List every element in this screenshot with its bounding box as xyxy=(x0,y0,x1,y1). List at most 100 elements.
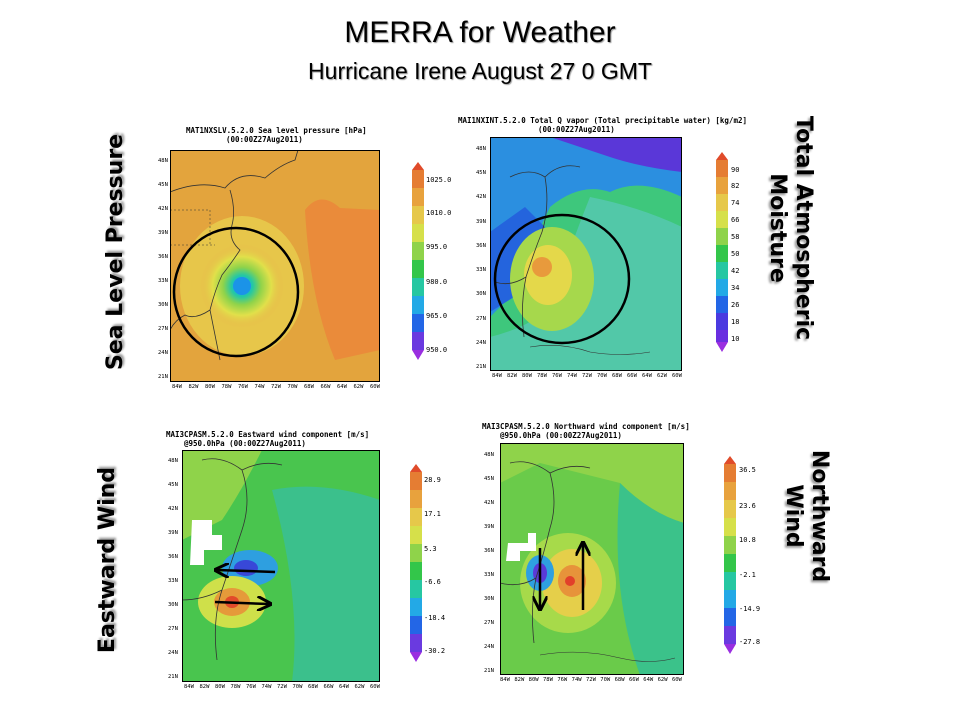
u-lat-tick: 21N xyxy=(168,674,178,680)
u-lon-tick: 80W xyxy=(215,684,225,690)
u-lon-tick: 70W xyxy=(292,684,303,690)
v-lon-tick: 72W xyxy=(585,677,596,683)
v-lat-tick: 33N xyxy=(484,572,494,578)
v-map xyxy=(500,443,684,675)
u-lon-tick: 76W xyxy=(246,684,256,690)
u-title: MAI3CPASM.5.2.0 Eastward wind component … xyxy=(166,430,370,448)
tqv-lon-tick: 80W xyxy=(522,373,532,379)
tqv-blue-region xyxy=(490,137,682,317)
tqv-caribbean-coast xyxy=(529,345,651,355)
slp-lon-tick: 68W xyxy=(304,384,314,390)
u-east-zone xyxy=(272,486,380,682)
v-lon-tick: 74W xyxy=(571,677,582,683)
tqv-lon-tick: 70W xyxy=(597,373,607,379)
u-cbar-tick-5.3: 5.3 xyxy=(424,545,437,553)
tqv-lat-tick: 33N xyxy=(476,267,486,274)
v-cbar-tick-neg2.1: -2.1 xyxy=(739,571,756,579)
tqv-coastline xyxy=(494,165,581,338)
u-lat-tick: 30N xyxy=(168,602,178,608)
tqv-lat-tick: 36N xyxy=(476,242,486,249)
tqv-lat-tick: 48N xyxy=(476,146,486,152)
tqv-lon-tick: 62W xyxy=(657,373,667,379)
u-lon-tick: 84W xyxy=(184,684,194,690)
tqv-lon-tick: 64W xyxy=(642,373,652,379)
u-lat-tick: 24N xyxy=(168,650,178,656)
tqv-lon-tick: 82W xyxy=(507,373,517,379)
v-coastline xyxy=(500,461,591,644)
eastward-wind-label: Eastward Wind xyxy=(95,466,120,654)
v-cbar-tick-10.8: 10.8 xyxy=(739,536,756,544)
u-lon-tick: 82W xyxy=(199,684,210,690)
northward-line2: Wind xyxy=(781,484,806,548)
slp-cbar-tick-995: 995.0 xyxy=(426,243,448,251)
v-positive-core xyxy=(565,576,575,586)
v-cbar-tick-neg27.8: -27.8 xyxy=(739,638,761,646)
u-lat-tick: 42N xyxy=(168,506,178,512)
v-north-zone xyxy=(500,443,684,523)
u-lat-tick: 33N xyxy=(168,578,178,584)
slp-lat-tick: 42N xyxy=(158,206,168,212)
tqv-highlight-circle xyxy=(493,213,631,345)
v-lat-tick: 30N xyxy=(484,596,494,602)
u-cbar-tick-neg18.4: -18.4 xyxy=(424,614,446,622)
slp-cbar-tick-1025: 1025.0 xyxy=(426,176,452,184)
slp-lat-tick: 24N xyxy=(158,350,168,356)
u-lat-tick: 45N xyxy=(168,482,178,488)
slp-lat-tick: 30N xyxy=(158,302,168,308)
slide-subtitle: Hurricane Irene August 27 0 GMT xyxy=(308,58,652,84)
slp-cbar-tick-980: 980.0 xyxy=(426,278,448,286)
v-frame xyxy=(500,443,684,675)
tqv-lon-tick: 68W xyxy=(612,373,622,379)
v-arrows xyxy=(528,538,592,618)
v-lon-tick: 62W xyxy=(657,677,668,683)
westward-arrow xyxy=(217,570,276,572)
slp-lon-tick: 72W xyxy=(271,384,281,390)
tqv-lat-tick: 30N xyxy=(476,291,486,298)
v-lon-tick: 76W xyxy=(557,677,568,683)
tqv-lon-tick: 84W xyxy=(492,373,502,379)
u-cbar-tick-neg6.6: -6.6 xyxy=(424,578,441,586)
slp-lat-tick: 45N xyxy=(158,182,168,188)
tqv-purple-region xyxy=(550,137,682,172)
slp-lon-labels: 84W 82W 80W 78W 76W 74W 72W 70W 68W 66W 64W 62W 60W xyxy=(172,384,380,390)
v-lon-tick: 70W xyxy=(600,677,611,683)
slp-lon-tick: 66W xyxy=(320,384,331,390)
tqv-moist-core xyxy=(532,257,552,277)
u-lon-labels: 84W 82W 80W 78W 76W 74W 72W 70W 68W 66W 64W 62W 60W xyxy=(184,684,380,690)
u-lon-tick: 64W xyxy=(339,684,349,690)
u-frame xyxy=(182,450,380,682)
slp-lon-tick: 70W xyxy=(287,384,298,390)
tqv-cbar-tick-74: 74 xyxy=(731,199,740,207)
v-lat-tick: 24N xyxy=(484,644,494,650)
slp-lon-tick: 80W xyxy=(205,384,215,390)
slp-lon-tick: 76W xyxy=(238,384,248,390)
total-moisture-line1: Total Atmospheric xyxy=(791,115,816,341)
slp-highlight-circle xyxy=(172,226,300,358)
u-lat-tick: 39N xyxy=(168,530,178,536)
slp-lon-tick: 78W xyxy=(221,384,232,390)
u-lon-tick: 72W xyxy=(277,684,287,690)
v-lon-tick: 84W xyxy=(500,677,510,683)
slp-cbar-tick-965: 965.0 xyxy=(426,312,448,320)
tqv-cbar-tick-50: 50 xyxy=(731,250,740,258)
v-terrain-mask xyxy=(506,533,536,561)
tqv-lat-tick: 27N xyxy=(476,315,486,322)
slp-frame xyxy=(170,150,380,382)
u-lon-tick: 62W xyxy=(354,684,365,690)
v-lat-tick: 39N xyxy=(484,524,494,530)
v-lat-tick: 27N xyxy=(484,620,494,626)
v-lon-tick: 64W xyxy=(643,677,654,683)
northward-line1: Northward xyxy=(807,449,832,583)
v-lon-tick: 78W xyxy=(542,677,553,683)
slp-lat-tick: 36N xyxy=(158,254,168,260)
v-cbar-tick-36.5: 36.5 xyxy=(739,466,756,474)
tqv-lat-tick: 24N xyxy=(476,339,486,346)
slp-lon-tick: 64W xyxy=(337,384,347,390)
slp-lon-tick: 74W xyxy=(254,384,265,390)
tqv-lon-tick: 74W xyxy=(567,373,577,379)
u-northwest-zone xyxy=(182,450,262,540)
tqv-cbar-tick-10: 10 xyxy=(731,335,740,343)
v-lat-tick: 42N xyxy=(484,500,494,506)
tqv-cbar-tick-66: 66 xyxy=(731,216,740,224)
tqv-lon-tick: 60W xyxy=(672,373,682,379)
